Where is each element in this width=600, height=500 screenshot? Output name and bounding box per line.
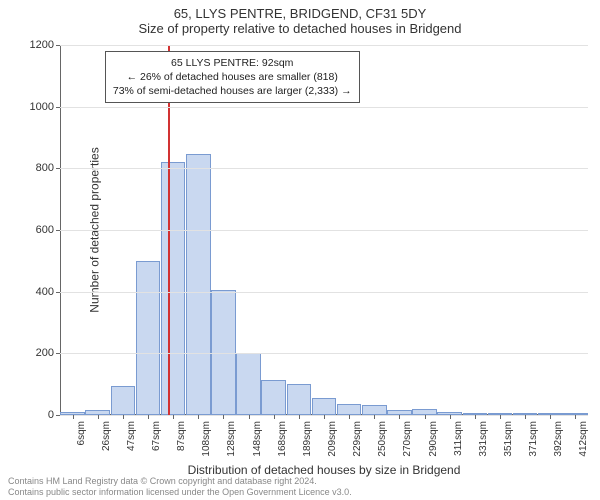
x-tick-label: 229sqm: [352, 421, 363, 457]
bar: [287, 384, 312, 415]
x-tick-label: 6sqm: [76, 421, 87, 445]
x-tick-label: 392sqm: [553, 421, 564, 457]
y-tick-label: 400: [36, 286, 54, 298]
x-tick-mark: [198, 415, 199, 419]
x-tick-label: 371sqm: [528, 421, 539, 457]
grid-line: [60, 292, 588, 293]
bar: [312, 398, 337, 415]
y-tick-mark: [56, 45, 60, 46]
chart-container: 65, LLYS PENTRE, BRIDGEND, CF31 5DY Size…: [0, 0, 600, 500]
footer-line-1: Contains HM Land Registry data © Crown c…: [8, 476, 352, 487]
x-tick-label: 128sqm: [226, 421, 237, 457]
x-tick-label: 209sqm: [327, 421, 338, 457]
x-tick-mark: [450, 415, 451, 419]
x-tick-mark: [374, 415, 375, 419]
x-tick-label: 331sqm: [478, 421, 489, 457]
plot-area: Number of detached properties 65 LLYS PE…: [60, 45, 588, 415]
y-tick-label: 0: [48, 409, 54, 421]
grid-line: [60, 107, 588, 108]
y-tick-mark: [56, 353, 60, 354]
x-tick-mark: [349, 415, 350, 419]
x-tick-label: 290sqm: [428, 421, 439, 457]
x-tick-mark: [98, 415, 99, 419]
x-tick-label: 351sqm: [503, 421, 514, 457]
y-tick-mark: [56, 292, 60, 293]
footer-line-2: Contains public sector information licen…: [8, 487, 352, 498]
bar: [186, 154, 211, 415]
x-tick-label: 87sqm: [176, 421, 187, 451]
bar: [236, 353, 261, 415]
x-tick-label: 108sqm: [201, 421, 212, 457]
info-box: 65 LLYS PENTRE: 92sqm ← 26% of detached …: [105, 51, 360, 104]
x-tick-mark: [123, 415, 124, 419]
bar: [161, 162, 186, 415]
info-line-2: ← 26% of detached houses are smaller (81…: [113, 70, 352, 84]
y-tick-label: 1200: [30, 39, 54, 51]
x-tick-label: 148sqm: [252, 421, 263, 457]
x-tick-mark: [500, 415, 501, 419]
x-tick-label: 270sqm: [402, 421, 413, 457]
y-tick-mark: [56, 107, 60, 108]
x-tick-mark: [299, 415, 300, 419]
x-tick-label: 47sqm: [126, 421, 137, 451]
x-tick-label: 168sqm: [277, 421, 288, 457]
title-main: 65, LLYS PENTRE, BRIDGEND, CF31 5DY: [0, 0, 600, 21]
x-tick-mark: [249, 415, 250, 419]
x-tick-label: 250sqm: [377, 421, 388, 457]
x-tick-mark: [475, 415, 476, 419]
x-tick-mark: [148, 415, 149, 419]
bar: [136, 261, 161, 415]
grid-line: [60, 353, 588, 354]
x-tick-label: 26sqm: [101, 421, 112, 451]
grid-line: [60, 230, 588, 231]
x-tick-mark: [575, 415, 576, 419]
y-tick-label: 1000: [30, 101, 54, 113]
y-tick-label: 200: [36, 347, 54, 359]
x-tick-label: 189sqm: [302, 421, 313, 457]
x-tick-label: 67sqm: [151, 421, 162, 451]
info-line-1: 65 LLYS PENTRE: 92sqm: [113, 56, 352, 70]
grid-line: [60, 45, 588, 46]
y-tick-mark: [56, 230, 60, 231]
x-tick-mark: [550, 415, 551, 419]
bar: [362, 405, 387, 415]
x-tick-mark: [223, 415, 224, 419]
x-tick-mark: [425, 415, 426, 419]
info-line-3: 73% of semi-detached houses are larger (…: [113, 84, 352, 98]
x-tick-label: 412sqm: [578, 421, 589, 457]
x-tick-mark: [324, 415, 325, 419]
y-tick-label: 800: [36, 162, 54, 174]
y-tick-label: 600: [36, 224, 54, 236]
title-sub: Size of property relative to detached ho…: [0, 21, 600, 36]
x-tick-mark: [73, 415, 74, 419]
grid-line: [60, 168, 588, 169]
y-tick-mark: [56, 415, 60, 416]
bar: [261, 380, 286, 415]
x-tick-mark: [274, 415, 275, 419]
x-tick-mark: [399, 415, 400, 419]
x-tick-mark: [525, 415, 526, 419]
bar: [111, 386, 136, 415]
y-tick-mark: [56, 168, 60, 169]
x-tick-label: 311sqm: [453, 421, 464, 456]
bar: [337, 404, 362, 415]
x-tick-mark: [173, 415, 174, 419]
footer: Contains HM Land Registry data © Crown c…: [8, 476, 352, 499]
